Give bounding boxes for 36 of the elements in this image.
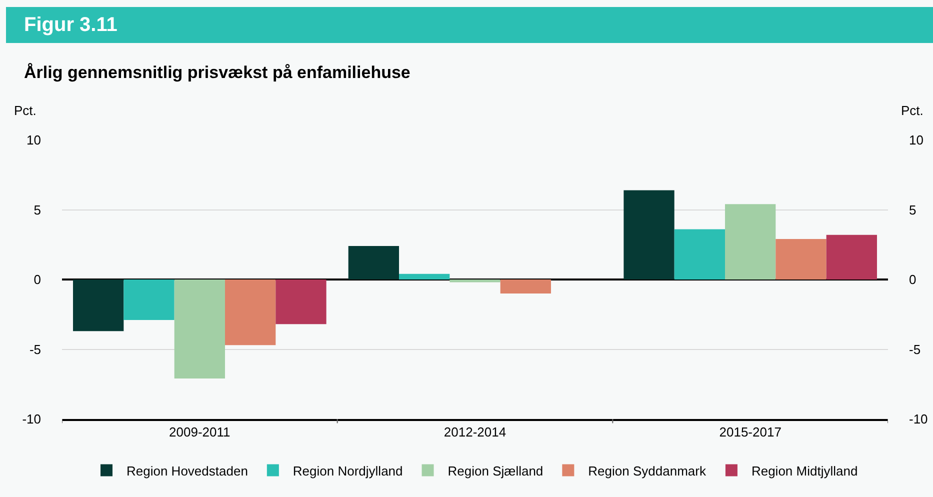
bar <box>399 274 450 280</box>
bar <box>348 246 400 280</box>
chart-subtitle: Årlig gennemsnitlig prisvækst på enfamiliehuse <box>24 63 410 83</box>
bar <box>225 280 276 346</box>
bar <box>776 239 826 280</box>
chart-title: Figur 3.11 <box>6 7 933 43</box>
y-tick-label: 5 <box>34 202 41 218</box>
y-tick-label: -10 <box>22 412 41 427</box>
y-tick-label: 10 <box>26 132 41 148</box>
bar <box>124 280 174 320</box>
x-tick-label: 2015-2017 <box>719 424 782 440</box>
y2-tick-label: 0 <box>909 272 916 288</box>
legend-label: Region Hovedstaden <box>126 463 248 478</box>
bar <box>73 280 124 332</box>
y-tick-label: 0 <box>34 272 41 288</box>
bar <box>276 280 326 324</box>
legend-label: Region Sjælland <box>448 463 544 478</box>
legend-label: Region Syddanmark <box>588 463 706 478</box>
legend-label: Region Nordjylland <box>292 463 403 478</box>
bar <box>450 280 500 282</box>
bar <box>826 234 877 280</box>
y-axis-title: Pct. <box>14 103 36 118</box>
x-tick-label: 2009-2011 <box>169 424 230 440</box>
bar <box>174 280 225 379</box>
bar <box>624 190 674 280</box>
bar <box>725 204 776 280</box>
bar <box>500 280 551 294</box>
x-tick-label: 2012-2014 <box>444 424 506 440</box>
y2-tick-label: -10 <box>909 412 928 427</box>
legend-label: Region Midtjylland <box>751 463 858 478</box>
y2-tick-label: -5 <box>909 342 921 357</box>
y2-tick-label: 10 <box>909 132 924 148</box>
y-tick-label: -5 <box>29 342 41 357</box>
y2-tick-label: 5 <box>909 202 916 218</box>
y2-axis-title: Pct. <box>901 103 924 118</box>
bar <box>674 229 725 280</box>
